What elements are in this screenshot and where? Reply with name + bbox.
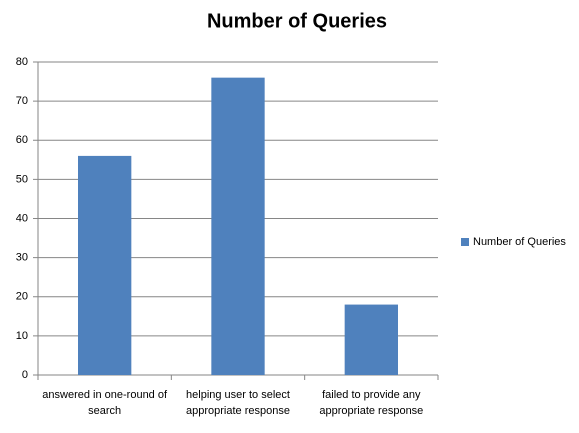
y-tick-label: 80 [16,56,28,68]
legend-swatch [461,238,469,246]
y-tick-label: 40 [16,212,28,224]
bar [344,304,398,375]
x-tick-label: answered in one-round of search [42,389,168,417]
y-tick-label: 30 [16,252,28,264]
y-tick-label: 10 [16,330,28,342]
bar [211,77,265,376]
y-tick-label: 0 [22,369,28,381]
x-tick-label: helping user to select appropriate respo… [186,389,290,417]
y-tick-label: 60 [16,134,28,146]
y-tick-label: 50 [16,173,28,185]
legend-label: Number of Queries [473,236,566,248]
bar [78,155,132,375]
chart-title: Number of Queries [207,10,387,32]
x-tick-label: failed to provide any appropriate respon… [319,389,424,417]
y-tick-label: 20 [16,291,28,303]
y-tick-label: 70 [16,95,28,107]
